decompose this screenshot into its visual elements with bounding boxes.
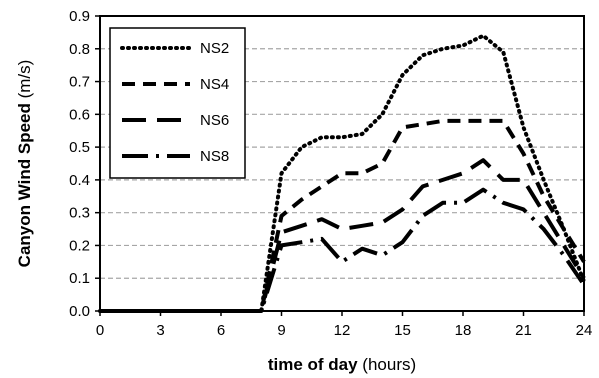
x-tick-label: 24 (576, 322, 593, 339)
y-tick-label: 0.0 (69, 303, 90, 320)
y-tick-label: 0.9 (69, 8, 90, 25)
legend-label-ns8: NS8 (200, 148, 229, 165)
legend-label-ns6: NS6 (200, 112, 229, 129)
y-axis-title-main: Canyon Wind Speed (15, 103, 34, 267)
x-tick-label: 0 (96, 322, 104, 339)
y-tick-label: 0.5 (69, 139, 90, 156)
axis-titles: time of day (hours) Canyon Wind Speed (m/… (15, 60, 416, 374)
y-axis-title: Canyon Wind Speed (m/s) (15, 60, 34, 268)
series-line-ns6 (100, 158, 586, 313)
legend: NS2 NS4 NS6 NS8 (109, 27, 246, 179)
x-tick-label: 6 (217, 322, 225, 339)
x-tick-label: 15 (394, 322, 411, 339)
x-tick-label: 21 (515, 322, 532, 339)
x-tick-label: 12 (334, 322, 351, 339)
x-tick-label: 18 (455, 322, 472, 339)
legend-label-ns4: NS4 (200, 76, 229, 93)
x-tick-label: 9 (277, 322, 285, 339)
legend-box (109, 27, 246, 179)
y-tick-label: 0.8 (69, 41, 90, 58)
ticks-layer: 0.0 0.1 0.2 0.3 0.4 0.5 0.6 0.7 0.8 0.9 0 3 6 9 12 15 18… (69, 8, 592, 339)
y-tick-label: 0.2 (69, 237, 90, 254)
x-axis-title-unit: (hours) (358, 355, 417, 374)
y-tick-label: 0.3 (69, 205, 90, 222)
x-axis-title: time of day (hours) (268, 355, 416, 374)
legend-label-ns2: NS2 (200, 40, 229, 57)
y-tick-label: 0.7 (69, 74, 90, 91)
y-tick-label: 0.6 (69, 106, 90, 123)
y-axis-title-unit: (m/s) (15, 60, 34, 103)
y-tick-label: 0.1 (69, 270, 90, 287)
y-tick-label: 0.4 (69, 172, 90, 189)
x-tick-label: 3 (156, 322, 164, 339)
x-axis-title-main: time of day (268, 355, 358, 374)
series-line-ns8 (100, 187, 586, 313)
